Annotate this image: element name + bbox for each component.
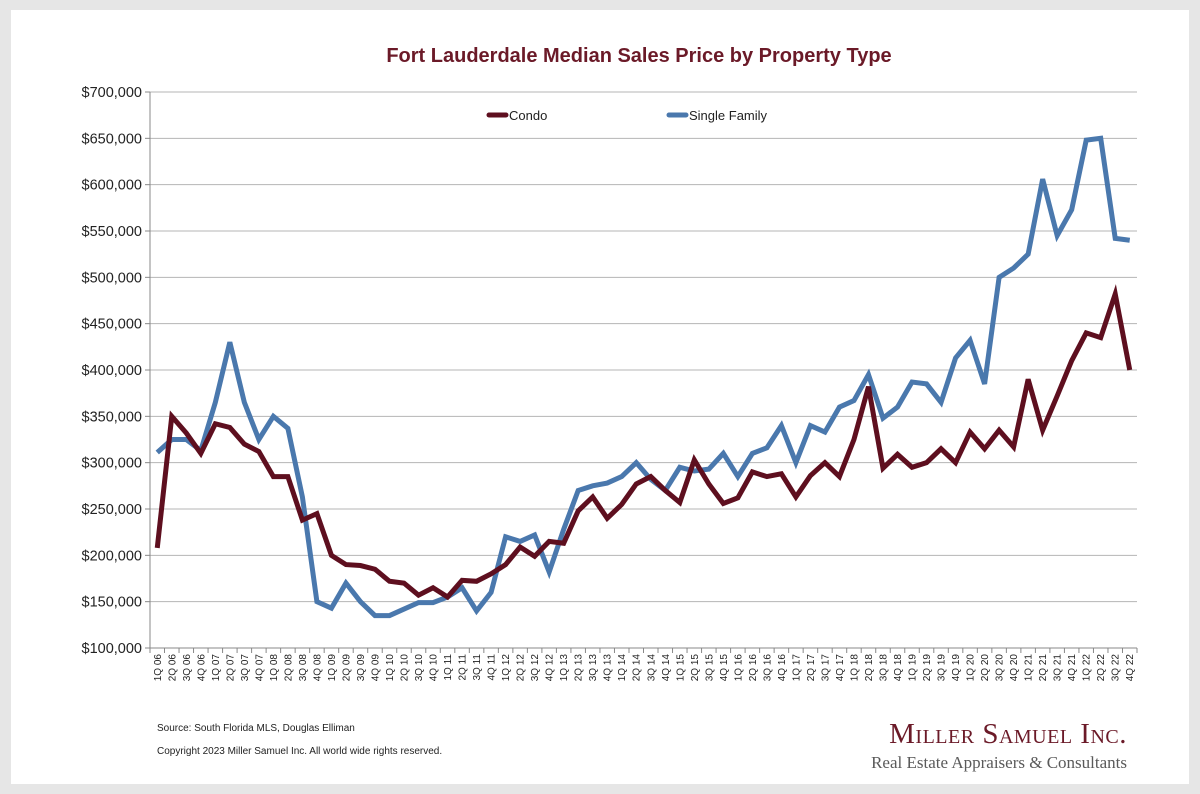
x-tick-label: 2Q 16 (748, 654, 759, 682)
x-tick-label: 3Q 08 (298, 654, 309, 682)
y-tick-label: $450,000 (82, 317, 142, 333)
y-tick-label: $400,000 (82, 363, 142, 379)
x-tick-label: 3Q 16 (762, 654, 773, 682)
x-tick-label: 1Q 15 (675, 654, 686, 682)
x-tick-label: 2Q 17 (806, 654, 817, 682)
x-tick-label: 4Q 15 (719, 654, 730, 682)
x-tick-label: 3Q 21 (1053, 654, 1064, 682)
y-tick-label: $700,000 (82, 85, 142, 101)
x-tick-label: 3Q 10 (414, 654, 425, 682)
x-tick-label: 3Q 14 (646, 654, 657, 682)
x-tick-label: 2Q 14 (632, 654, 643, 682)
x-tick-label: 1Q 12 (501, 654, 512, 682)
x-tick-label: 1Q 19 (908, 654, 919, 682)
x-tick-label: 4Q 06 (196, 654, 207, 682)
x-tick-label: 1Q 18 (849, 654, 860, 682)
y-tick-label: $650,000 (82, 131, 142, 147)
x-tick-label: 3Q 07 (240, 654, 251, 682)
x-tick-label: 3Q 18 (878, 654, 889, 682)
x-tick-label: 3Q 12 (530, 654, 541, 682)
x-tick-label: 2Q 18 (864, 654, 875, 682)
x-tick-label: 4Q 10 (429, 654, 440, 682)
legend: Condo Single Family (486, 108, 768, 123)
company-logo-tagline: Real Estate Appraisers & Consultants (871, 753, 1127, 772)
x-tick-label: 1Q 09 (327, 654, 338, 682)
y-tick-label: $100,000 (82, 641, 142, 657)
x-tick-label: 1Q 11 (443, 654, 454, 681)
y-tick-label: $200,000 (82, 548, 142, 564)
x-tick-label: 3Q 13 (588, 654, 599, 682)
x-tick-label: 3Q 19 (937, 654, 948, 682)
x-tick-label: 2Q 08 (283, 654, 294, 682)
grid-lines (150, 91, 1137, 603)
x-tick-label: 4Q 07 (254, 654, 265, 682)
x-tick-label: 1Q 13 (559, 654, 570, 682)
x-tick-label: 4Q 16 (777, 654, 788, 682)
x-tick-label: 4Q 11 (487, 654, 498, 681)
x-tick-label: 2Q 19 (922, 654, 933, 682)
x-tick-label: 1Q 10 (385, 654, 396, 682)
x-tick-label: 4Q 18 (893, 654, 904, 682)
x-tick-label: 2Q 20 (980, 654, 991, 682)
x-tick-label: 4Q 08 (312, 654, 323, 682)
series-line-single-family (155, 135, 1131, 619)
x-tick-label: 1Q 17 (791, 654, 802, 682)
x-tick-label: 3Q 06 (182, 654, 193, 682)
x-tick-label: 4Q 17 (835, 654, 846, 682)
x-tick-label: 2Q 07 (225, 654, 236, 682)
line-chart: Fort Lauderdale Median Sales Price by Pr… (82, 45, 1138, 682)
legend-label: Single Family (689, 108, 768, 123)
y-axis-ticks: $100,000 $150,000 $200,000 $250,000 $300,000… (82, 85, 150, 657)
x-tick-label: 2Q 21 (1038, 654, 1049, 682)
x-tick-label: 2Q 15 (690, 654, 701, 682)
x-tick-label: 3Q 15 (704, 654, 715, 682)
y-tick-label: $250,000 (82, 502, 142, 518)
x-tick-label: 3Q 17 (820, 654, 831, 682)
x-tick-label: 3Q 09 (356, 654, 367, 682)
x-tick-label: 4Q 19 (951, 654, 962, 682)
x-tick-label: 1Q 06 (153, 654, 164, 682)
y-tick-label: $500,000 (82, 270, 142, 286)
y-tick-label: $150,000 (82, 595, 142, 611)
x-tick-label: 1Q 22 (1082, 654, 1093, 682)
x-tick-label: 1Q 20 (966, 654, 977, 682)
x-tick-label: 4Q 13 (603, 654, 614, 682)
x-tick-label: 1Q 16 (733, 654, 744, 682)
copyright-note: Copyright 2023 Miller Samuel Inc. All wo… (157, 746, 443, 757)
x-tick-label: 2Q 22 (1096, 654, 1107, 682)
y-tick-label: $350,000 (82, 409, 142, 425)
x-tick-label: 4Q 14 (661, 654, 672, 682)
legend-label: Condo (509, 108, 547, 123)
x-tick-label: 4Q 21 (1067, 654, 1078, 682)
x-tick-label: 3Q 20 (995, 654, 1006, 682)
chart-title: Fort Lauderdale Median Sales Price by Pr… (386, 45, 891, 67)
company-logo-name: Miller Samuel Inc. (889, 718, 1127, 750)
source-note: Source: South Florida MLS, Douglas Ellim… (157, 723, 355, 734)
x-axis-ticks: 1Q 06 2Q 06 3Q 06 4Q 06 1Q 07 2Q 07 3Q 07 4Q 07… (149, 648, 1138, 682)
x-tick-label: 2Q 06 (167, 654, 178, 682)
x-tick-label: 1Q 07 (211, 654, 222, 682)
x-tick-label: 4Q 09 (370, 654, 381, 682)
chart-card: Fort Lauderdale Median Sales Price by Pr… (11, 10, 1189, 784)
x-tick-label: 2Q 13 (574, 654, 585, 682)
x-tick-label: 2Q 10 (400, 654, 411, 682)
series-lines (154, 135, 1133, 619)
x-tick-label: 1Q 08 (269, 654, 280, 682)
x-tick-label: 1Q 14 (617, 654, 628, 682)
y-tick-label: $300,000 (82, 456, 142, 472)
y-tick-label: $550,000 (82, 224, 142, 240)
x-tick-label: 3Q 11 (472, 654, 483, 681)
x-tick-label: 2Q 11 (458, 654, 469, 681)
x-tick-label: 3Q 22 (1111, 654, 1122, 682)
series-line-condo (154, 284, 1133, 601)
y-tick-label: $600,000 (82, 178, 142, 194)
x-tick-label: 2Q 09 (341, 654, 352, 682)
x-tick-label: 2Q 12 (516, 654, 527, 682)
x-tick-label: 4Q 12 (545, 654, 556, 682)
x-tick-label: 4Q 20 (1009, 654, 1020, 682)
x-tick-label: 4Q 22 (1125, 654, 1136, 682)
x-tick-label: 1Q 21 (1024, 654, 1035, 682)
